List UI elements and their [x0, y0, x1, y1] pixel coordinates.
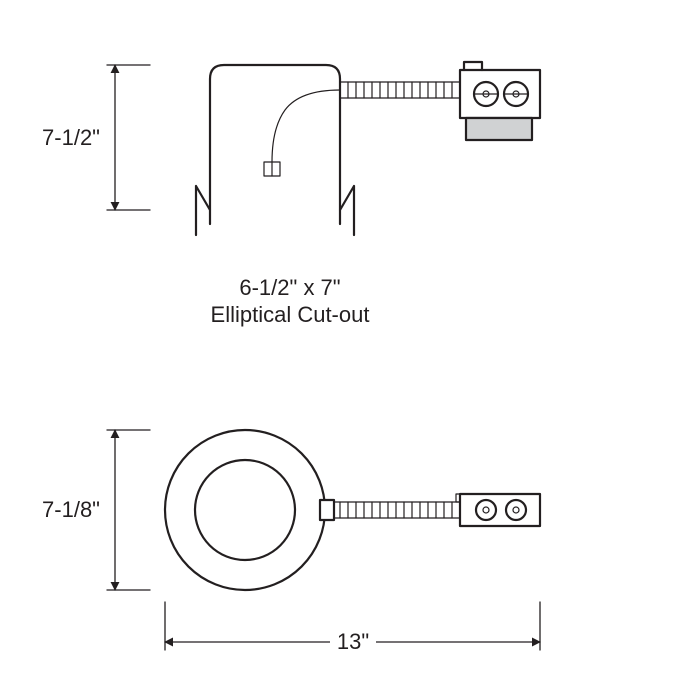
junction-box-side — [460, 62, 540, 140]
conduit-side — [340, 82, 460, 98]
dim-overall-length: 13" — [165, 602, 540, 654]
junction-box-bottom — [456, 494, 540, 526]
ring-outer — [165, 430, 325, 590]
dim-side-height-label: 7-1/2" — [42, 125, 100, 150]
bottom-view: 7-1/8" — [42, 430, 540, 654]
dim-ring-height: 7-1/8" — [42, 430, 150, 590]
side-view: 7-1/2" — [42, 62, 540, 235]
ring-tab — [320, 500, 334, 520]
clip-right — [340, 186, 354, 235]
conduit-bottom — [334, 502, 460, 518]
cutout-label: 6-1/2" x 7" Elliptical Cut-out — [211, 275, 370, 327]
cutout-label-line2: Elliptical Cut-out — [211, 302, 370, 327]
dim-side-height: 7-1/2" — [42, 65, 150, 210]
socket — [264, 162, 280, 176]
dim-ring-height-label: 7-1/8" — [42, 497, 100, 522]
internal-wire — [272, 90, 340, 162]
technical-diagram: 7-1/2" — [0, 0, 700, 700]
can-housing — [210, 65, 340, 210]
ring-inner — [195, 460, 295, 560]
clip-left — [196, 186, 210, 235]
dim-overall-length-label: 13" — [337, 629, 369, 654]
cutout-label-line1: 6-1/2" x 7" — [239, 275, 340, 300]
